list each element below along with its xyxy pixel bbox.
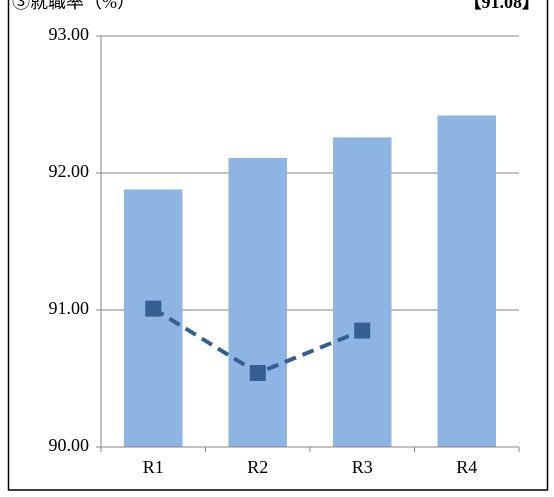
line-marker	[249, 365, 266, 382]
line-marker	[354, 322, 371, 339]
y-tick-label: 91.00	[49, 298, 90, 318]
bar	[332, 137, 392, 447]
x-tick-label: R3	[352, 457, 373, 477]
x-tick-label: R4	[456, 457, 477, 477]
chart-subtitle: 【91.08】	[464, 0, 541, 12]
x-tick-label: R1	[143, 457, 164, 477]
bar	[437, 115, 497, 448]
x-tick-label: R2	[247, 457, 268, 477]
bar	[123, 189, 183, 447]
y-tick-label: 93.00	[49, 24, 90, 44]
chart-title: ③就職率（%）	[12, 0, 135, 12]
y-tick-label: 90.00	[49, 435, 90, 455]
bar	[228, 157, 288, 447]
line-marker	[145, 300, 162, 317]
y-tick-label: 92.00	[49, 161, 90, 181]
chart-border	[7, 0, 549, 491]
